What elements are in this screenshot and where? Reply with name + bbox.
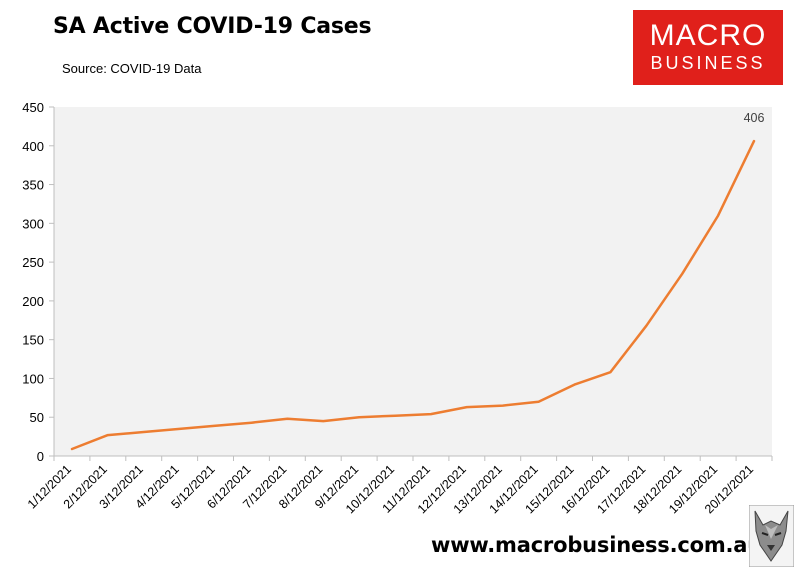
footer-url: www.macrobusiness.com.au [431, 533, 763, 557]
y-tick-label: 250 [22, 255, 44, 270]
y-tick-label: 300 [22, 216, 44, 231]
y-tick-label: 50 [30, 410, 44, 425]
chart-title: SA Active COVID-19 Cases [53, 14, 372, 39]
series-line [70, 139, 756, 451]
logo-line-2: BUSINESS [650, 53, 766, 73]
plot-area [54, 107, 772, 456]
y-tick-label: 100 [22, 371, 44, 386]
y-tick-label: 450 [22, 100, 44, 115]
y-tick-label: 0 [37, 449, 44, 464]
macrobusiness-logo: MACRO BUSINESS [633, 10, 783, 85]
y-tick-label: 350 [22, 178, 44, 193]
logo-line-1: MACRO [649, 19, 767, 52]
y-tick-label: 200 [22, 294, 44, 309]
data-label: 406 [744, 111, 765, 125]
y-tick-label: 400 [22, 139, 44, 154]
source-note: Source: COVID-19 Data [62, 61, 202, 76]
wolf-logo-icon [749, 505, 794, 567]
y-tick-label: 150 [22, 333, 44, 348]
